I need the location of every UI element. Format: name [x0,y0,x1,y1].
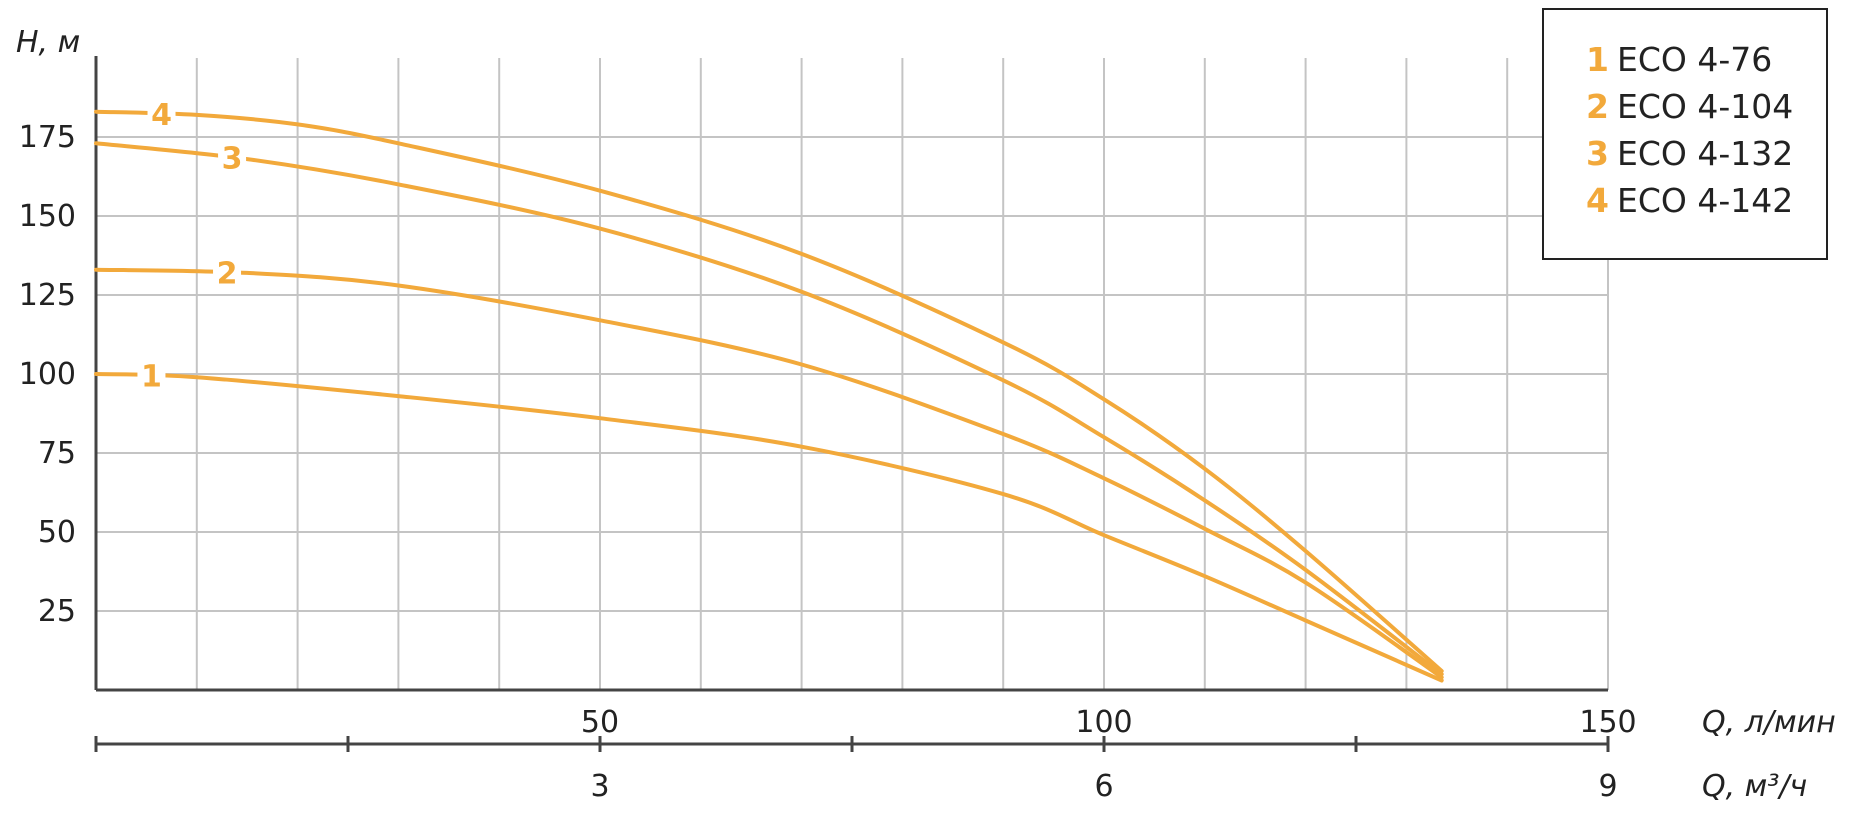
x-axis-label-secondary: Q, м³/ч [1702,769,1807,804]
x-tick-label-secondary: 6 [1094,769,1113,804]
legend-item: 3 ECO 4-132 [1586,130,1826,177]
x-tick-label-primary: 100 [1075,705,1132,740]
series-line-1 [94,372,1444,683]
series-line-2 [94,267,1444,680]
series-label: 2 [217,256,238,291]
legend-marker: 1 [1586,40,1609,79]
series-label-bg [137,357,166,394]
series-line-3 [94,141,1444,677]
series-label: 4 [151,98,172,133]
series-label-bg [147,95,176,132]
y-tick-label: 75 [38,436,76,471]
series-label-bg [218,139,247,176]
y-tick-label: 125 [19,278,76,313]
legend-marker: 3 [1586,134,1609,173]
x-tick-label-primary: 150 [1579,705,1636,740]
axes: 25 50 75 100 125 150 175 50 100 150 3 6 9 [19,56,1637,804]
legend-marker: 4 [1586,181,1609,220]
series-label: 3 [222,142,243,177]
grid [96,58,1609,690]
series-line-4 [94,109,1444,673]
x-tick-label-primary: 50 [581,705,619,740]
y-axis-label: H, м [16,25,80,60]
y-tick-label: 25 [38,594,76,629]
x-tick-label-secondary: 9 [1598,769,1617,804]
curve-labels: 1 2 3 4 [137,95,247,395]
legend-item: 4 ECO 4-142 [1586,177,1826,224]
x-tick-label-secondary: 3 [590,769,609,804]
series-label: 1 [141,360,162,395]
legend-item: 2 ECO 4-104 [1586,83,1826,130]
legend-label: ECO 4-76 [1616,40,1773,79]
curves [94,109,1444,683]
legend-item: 1 ECO 4-76 [1586,36,1826,83]
series-label-bg [213,254,242,291]
y-tick-label: 100 [19,357,76,392]
legend: 1 ECO 4-76 2 ECO 4-104 3 ECO 4-132 4 ECO 4-1… [1542,8,1828,260]
legend-label: ECO 4-142 [1616,181,1794,220]
legend-marker: 2 [1586,87,1609,126]
y-tick-label: 150 [19,199,76,234]
legend-label: ECO 4-104 [1616,87,1794,126]
y-tick-label: 50 [38,515,76,550]
y-tick-label: 175 [19,120,76,155]
x-axis-label-primary: Q, л/мин [1702,705,1836,740]
legend-label: ECO 4-132 [1616,134,1794,173]
